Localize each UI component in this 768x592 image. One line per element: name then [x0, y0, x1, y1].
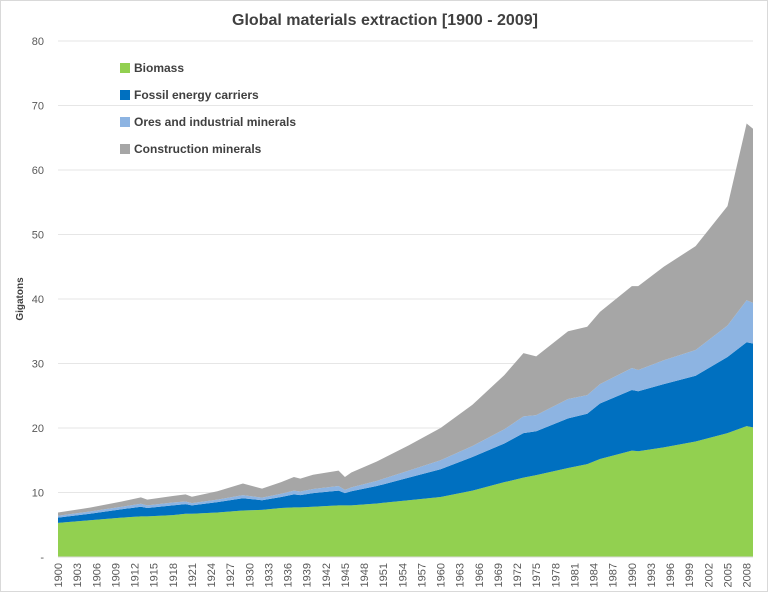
x-tick-label: 1993: [646, 563, 658, 587]
x-tick-label: 1972: [512, 563, 524, 587]
x-tick-label: 1978: [550, 563, 562, 587]
y-axis-label: Gigatons: [15, 277, 26, 321]
x-tick-label: 1957: [416, 563, 428, 587]
x-tick-label: 1903: [72, 563, 84, 587]
x-tick-label: 1912: [130, 563, 142, 587]
legend-label-biomass: Biomass: [134, 61, 184, 75]
x-tick-label: 1900: [53, 563, 65, 587]
area-layer: [58, 123, 753, 557]
x-tick-label: 1975: [531, 563, 543, 587]
x-tick-label: 1987: [608, 563, 620, 587]
x-tick-label: 1939: [302, 563, 314, 587]
x-tick-label: 2002: [703, 563, 715, 587]
area-construction-minerals: [58, 123, 753, 516]
y-tick-label: 40: [32, 294, 44, 306]
legend: Biomass Fossil energy carriers Ores and in…: [120, 61, 296, 156]
x-tick-label: 1924: [206, 563, 218, 587]
x-tick-label: 1921: [187, 563, 199, 587]
x-tick-label: 1936: [283, 563, 295, 587]
x-tick-label: 1996: [665, 563, 677, 587]
y-tick-label: 60: [32, 165, 44, 177]
x-tick-label: 1942: [321, 563, 333, 587]
x-tick-label: 1915: [149, 563, 161, 587]
x-tick-label: 1984: [589, 563, 601, 587]
x-tick-label: 1927: [225, 563, 237, 587]
y-tick-label: -: [40, 552, 44, 564]
x-tick-label: 1960: [436, 563, 448, 587]
x-tick-label: 2005: [722, 563, 734, 587]
chart-title: Global materials extraction [1900 - 2009…: [232, 12, 538, 29]
legend-swatch-ores-and-industrial-minerals: [120, 117, 130, 127]
x-tick-label: 1981: [569, 563, 581, 587]
y-tick-label: 20: [32, 423, 44, 435]
legend-label-fossil-energy-carriers: Fossil energy carriers: [134, 88, 259, 102]
legend-swatch-construction-minerals: [120, 144, 130, 154]
legend-label-construction-minerals: Construction minerals: [134, 142, 262, 156]
x-tick-label: 1948: [359, 563, 371, 587]
y-tick-label: 70: [32, 101, 44, 113]
x-tick-label: 1966: [474, 563, 486, 587]
area-biomass: [58, 426, 753, 557]
legend-swatch-fossil-energy-carriers: [120, 90, 130, 100]
x-tick-label: 1963: [455, 563, 467, 587]
axis-layer: - 10 20 30 40 50 60 70 80 1900 1903 1906 1909 1912 191…: [32, 36, 754, 587]
x-tick-label: 1999: [684, 563, 696, 587]
x-tick-label: 1990: [627, 563, 639, 587]
y-tick-label: 10: [32, 488, 44, 500]
x-tick-label: 1906: [91, 563, 103, 587]
x-tick-label: 1951: [378, 563, 390, 587]
grid-layer: [58, 40, 753, 558]
x-tick-label: 1909: [110, 563, 122, 587]
x-tick-label: 2008: [742, 563, 754, 587]
x-tick-label: 1930: [244, 563, 256, 587]
x-tick-label: 1954: [397, 563, 409, 587]
x-tick-label: 1933: [263, 563, 275, 587]
y-tick-label: 80: [32, 36, 44, 48]
x-tick-label: 1918: [168, 563, 180, 587]
y-tick-label: 50: [32, 230, 44, 242]
x-tick-label: 1945: [340, 563, 352, 587]
legend-label-ores-and-industrial-minerals: Ores and industrial minerals: [134, 115, 296, 129]
x-tick-label: 1969: [493, 563, 505, 587]
area-fossil-energy-carriers: [58, 342, 753, 523]
y-tick-label: 30: [32, 359, 44, 371]
area-ores-and-industrial-minerals: [58, 300, 753, 518]
legend-swatch-biomass: [120, 63, 130, 73]
